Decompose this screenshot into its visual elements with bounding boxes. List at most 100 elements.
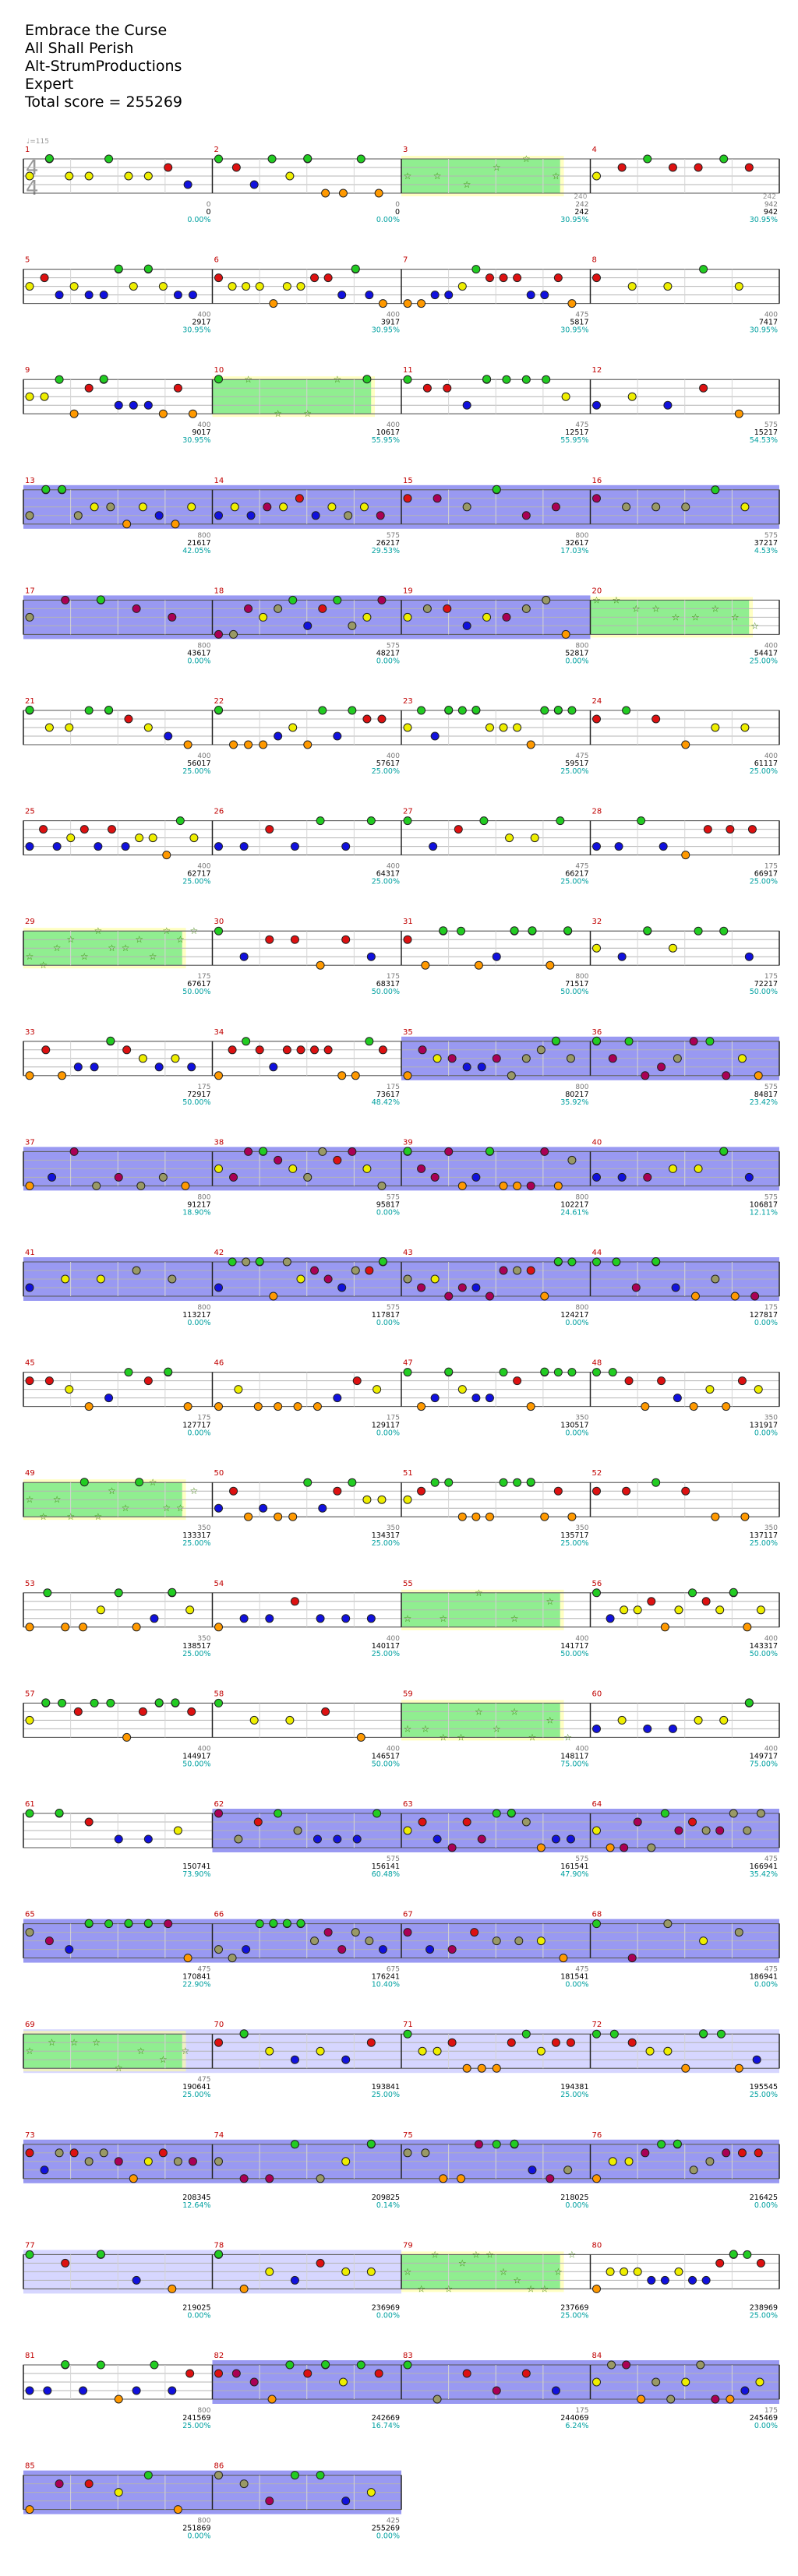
measure-number: 39 xyxy=(403,1138,413,1147)
note xyxy=(296,1274,305,1284)
note xyxy=(553,1486,563,1496)
position-label: 800 xyxy=(575,1084,588,1091)
note xyxy=(546,960,555,970)
note xyxy=(617,1172,627,1182)
note xyxy=(592,1172,601,1182)
note xyxy=(25,1376,34,1386)
note xyxy=(647,1843,656,1852)
note xyxy=(734,282,743,291)
note xyxy=(647,2275,656,2285)
note xyxy=(608,1368,617,1377)
score-label: 209825 xyxy=(372,2194,400,2202)
star-note: ☆ xyxy=(135,934,143,945)
note xyxy=(633,1605,642,1615)
note xyxy=(756,1605,765,1615)
note xyxy=(124,1368,133,1377)
note xyxy=(337,1071,347,1080)
note xyxy=(183,1954,192,1963)
note xyxy=(114,2488,123,2497)
note xyxy=(66,833,76,843)
position-label: 400 xyxy=(575,1745,588,1753)
note xyxy=(214,1283,223,1292)
note xyxy=(352,1376,362,1386)
note xyxy=(567,299,577,308)
star-note: ☆ xyxy=(546,1596,554,1607)
measure-number: 71 xyxy=(403,2021,413,2029)
note xyxy=(25,1715,34,1725)
note xyxy=(433,1054,442,1063)
percent-label: 42.05% xyxy=(182,547,210,555)
note xyxy=(421,960,430,970)
note xyxy=(477,1834,486,1844)
position-label: 575 xyxy=(387,642,400,650)
position-label: 575 xyxy=(387,1855,400,1863)
note xyxy=(422,604,432,613)
note xyxy=(474,2140,483,2149)
note xyxy=(310,1936,320,1946)
note xyxy=(719,1715,729,1725)
note xyxy=(341,935,351,944)
score-label: 237669 xyxy=(560,2303,588,2312)
note xyxy=(94,842,103,851)
note xyxy=(173,2505,182,2514)
note xyxy=(711,485,720,495)
note xyxy=(214,1164,223,1173)
note xyxy=(321,189,330,198)
note xyxy=(514,1936,524,1946)
score-label: 143317 xyxy=(750,1642,778,1651)
note xyxy=(214,706,223,714)
note xyxy=(25,1623,34,1632)
note xyxy=(592,1486,601,1496)
percent-label: 0.00% xyxy=(187,657,210,665)
note xyxy=(228,282,237,291)
note xyxy=(592,714,601,724)
note xyxy=(344,511,353,520)
score-label: 10617 xyxy=(376,428,400,437)
note xyxy=(214,2038,223,2047)
note xyxy=(624,1376,634,1386)
note xyxy=(561,392,570,401)
measure-number: 22 xyxy=(214,697,224,706)
note xyxy=(290,1597,299,1606)
star-note: ☆ xyxy=(552,171,560,181)
star-note: ☆ xyxy=(26,2046,34,2056)
position-label: 800 xyxy=(197,642,210,650)
measure-number: 67 xyxy=(403,1911,413,1919)
note xyxy=(269,1919,278,1928)
note xyxy=(744,1172,754,1182)
note xyxy=(114,400,123,410)
note xyxy=(690,1292,700,1301)
note xyxy=(701,1597,711,1606)
note xyxy=(417,1402,426,1411)
percent-label: 50.00% xyxy=(750,1650,778,1658)
percent-label: 25.00% xyxy=(750,878,778,886)
score-label: 127717 xyxy=(182,1422,210,1430)
note xyxy=(318,1147,327,1156)
position-label: 400 xyxy=(764,752,778,760)
percent-label: 25.00% xyxy=(372,767,400,776)
star-note: ☆ xyxy=(244,374,252,385)
note xyxy=(164,163,173,172)
score-label: 186941 xyxy=(750,1973,778,1982)
note xyxy=(592,1257,601,1267)
note xyxy=(540,1367,549,1376)
star-note: ☆ xyxy=(108,1485,116,1496)
measure-number: 53 xyxy=(25,1580,35,1588)
note xyxy=(542,595,551,604)
note xyxy=(114,2395,123,2404)
note xyxy=(482,375,492,384)
note xyxy=(674,1605,683,1615)
note xyxy=(41,485,51,494)
note xyxy=(150,2360,159,2370)
note xyxy=(592,943,601,953)
note xyxy=(351,1266,360,1275)
note xyxy=(592,2029,601,2039)
note xyxy=(754,1071,763,1080)
note xyxy=(249,1715,259,1725)
percent-label: 25.00% xyxy=(750,767,778,776)
position-label: 475 xyxy=(575,752,588,760)
note xyxy=(502,612,511,622)
note xyxy=(132,2386,141,2395)
note xyxy=(183,180,192,189)
note xyxy=(499,1181,508,1190)
